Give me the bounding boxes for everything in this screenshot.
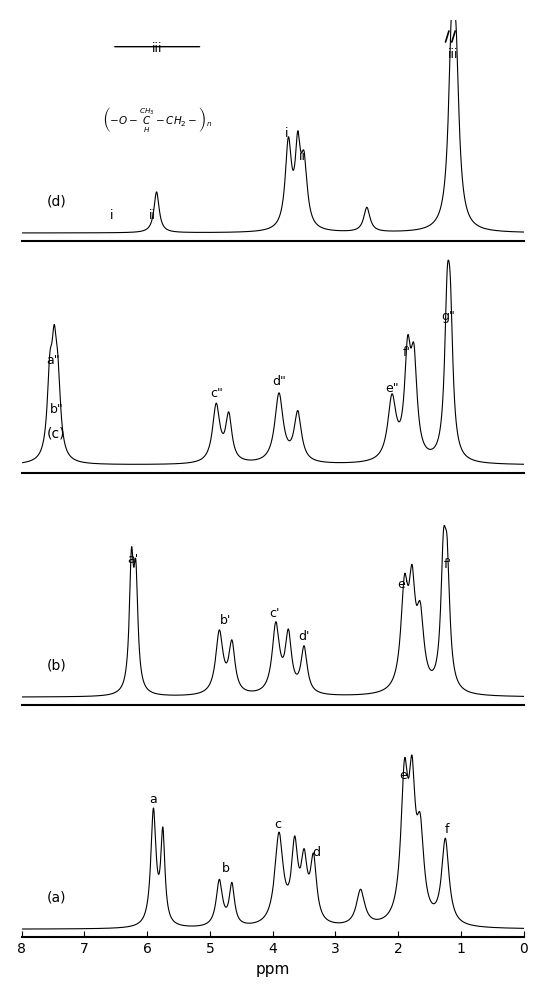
Text: e: e [400, 769, 407, 782]
Text: d': d' [298, 630, 310, 643]
Text: f': f' [402, 346, 410, 359]
Text: d": d" [272, 375, 286, 388]
Text: a: a [150, 793, 157, 806]
Text: i: i [110, 209, 114, 222]
Text: f': f' [443, 558, 451, 572]
Text: (b): (b) [47, 658, 66, 672]
X-axis label: ppm: ppm [255, 962, 290, 977]
Text: ii: ii [299, 149, 306, 162]
Text: b': b' [220, 614, 231, 627]
Text: e": e" [385, 382, 399, 395]
Text: ii: ii [148, 209, 156, 222]
Text: c": c" [210, 387, 222, 399]
Text: f: f [445, 823, 449, 836]
Text: (d): (d) [47, 194, 66, 208]
Text: a": a" [46, 354, 60, 367]
Text: g": g" [442, 309, 455, 323]
Text: c': c' [269, 607, 280, 620]
Text: d: d [313, 846, 321, 859]
Text: iii: iii [448, 48, 459, 61]
Text: a': a' [128, 553, 139, 566]
Text: c: c [274, 818, 281, 831]
Text: b": b" [50, 403, 64, 416]
Text: (c): (c) [47, 426, 65, 440]
Text: e': e' [397, 578, 409, 591]
Text: i: i [285, 127, 288, 140]
Text: b: b [222, 862, 230, 875]
Text: $\left(-O-\overset{CH_3}{\underset{H}{C}}-CH_2-\right)_n$: $\left(-O-\overset{CH_3}{\underset{H}{C}… [102, 105, 212, 134]
Text: iii: iii [152, 42, 163, 55]
Text: (a): (a) [47, 890, 66, 904]
